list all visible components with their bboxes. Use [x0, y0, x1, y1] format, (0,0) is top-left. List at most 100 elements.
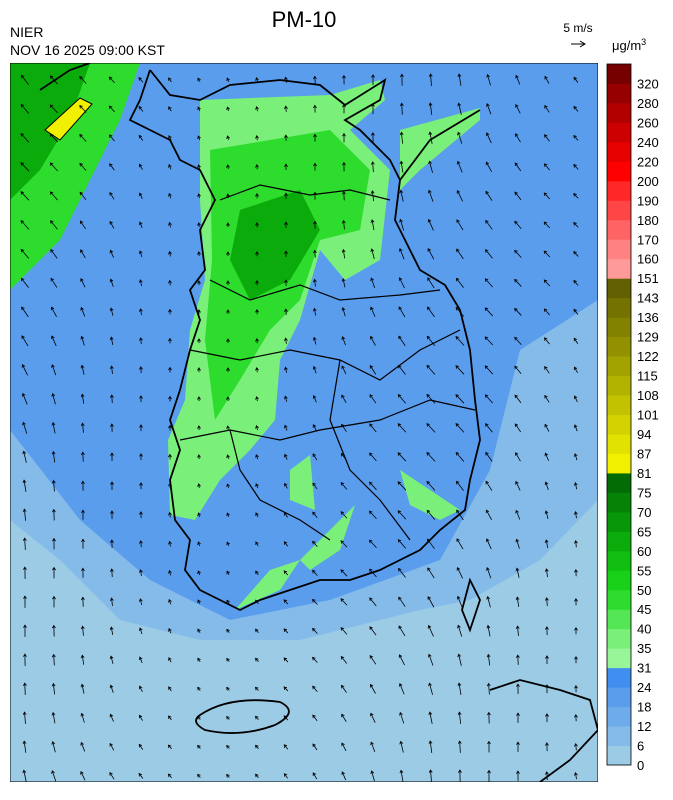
wind-arrow [51, 653, 56, 666]
wind-arrow [80, 625, 85, 636]
wind-arrow [197, 367, 201, 373]
wind-arrow [313, 104, 317, 113]
wind-arrow [226, 657, 230, 662]
wind-arrow [426, 394, 436, 404]
wind-arrow [456, 190, 463, 202]
wind-arrow [397, 452, 407, 462]
wind-arrow [457, 102, 462, 115]
wind-arrow [456, 248, 464, 260]
wind-arrow [515, 452, 521, 462]
wind-arrow [544, 366, 550, 374]
wind-arrow [52, 595, 56, 608]
wind-arrow [21, 335, 29, 347]
wind-arrow [426, 335, 436, 346]
colorbar-label: 170 [637, 232, 659, 247]
wind-arrow [80, 596, 85, 607]
wind-arrow [574, 742, 578, 751]
colorbar-label: 260 [637, 115, 659, 130]
wind-arrow [312, 627, 318, 634]
colorbar-label: 101 [637, 408, 659, 423]
wind-arrow [139, 395, 143, 403]
wind-arrow [197, 396, 201, 402]
coastline [39, 63, 598, 782]
wind-arrow [226, 106, 230, 112]
colorbar-swatch [607, 570, 631, 591]
colorbar-swatch [607, 317, 631, 338]
wind-arrow [515, 567, 520, 578]
wind-arrow [341, 277, 346, 288]
wind-arrow [139, 569, 143, 577]
wind-arrow [427, 277, 435, 289]
wind-arrow [80, 393, 85, 404]
wind-arrow [455, 480, 464, 491]
wind-arrow [371, 74, 375, 86]
wind-arrow [573, 193, 579, 199]
wind-arrow [20, 133, 30, 143]
wind-arrow [574, 713, 578, 722]
wind-arrow [398, 306, 406, 318]
wind-arrow [108, 105, 115, 113]
wind-arrow [23, 653, 27, 666]
wind-arrow [545, 655, 549, 665]
colorbar-swatch [607, 687, 631, 708]
wind-arrow [226, 396, 230, 402]
map [10, 63, 598, 782]
unit: μg/m [612, 38, 641, 53]
wind-arrow [139, 511, 143, 519]
wind-arrow [80, 771, 86, 781]
wind-arrow [138, 656, 143, 664]
wind-arrow [20, 191, 30, 201]
wind-arrow [312, 394, 317, 403]
wind-arrow [515, 625, 520, 636]
wind-arrow [341, 219, 346, 230]
wind-arrow [226, 454, 230, 460]
wind-arrow [456, 160, 463, 173]
wind-arrow [20, 248, 30, 259]
wind-arrow [341, 248, 346, 259]
wind-arrow [370, 161, 375, 173]
wind-arrow [485, 249, 493, 259]
wind-arrow [313, 75, 317, 84]
colorbar-swatch [607, 453, 631, 474]
wind-arrow [456, 219, 464, 231]
wind-arrow [80, 306, 86, 317]
wind-arrow [573, 76, 579, 83]
wind-arrow [427, 624, 434, 637]
wind-arrow [51, 421, 56, 434]
colorbar-swatch [607, 414, 631, 435]
wind-arrow [486, 595, 491, 608]
wind-arrow [226, 135, 230, 141]
wind-arrow [52, 537, 56, 550]
wind-arrow [487, 769, 491, 782]
wind-arrow [80, 249, 86, 259]
wind-arrow [80, 741, 86, 752]
wind-arrow [254, 744, 259, 749]
wind-arrow [312, 453, 318, 461]
wind-arrow [543, 192, 551, 200]
wind-arrow [312, 307, 317, 316]
wind-arrow [51, 740, 56, 753]
colorbar-swatch [607, 609, 631, 630]
wind-arrow [283, 570, 289, 576]
wind-arrow [109, 191, 115, 200]
wind-arrow [341, 771, 347, 781]
colorbar-label: 45 [637, 602, 651, 617]
colorbar-label: 81 [637, 466, 651, 481]
colorbar-label: 31 [637, 661, 651, 676]
wind-arrow [80, 335, 85, 346]
wind-arrow [456, 509, 464, 521]
wind-arrow [544, 104, 550, 113]
wind-arrow [51, 364, 57, 376]
wind-arrow [428, 73, 433, 86]
wind-arrow [283, 686, 289, 692]
wind-arrow [109, 220, 115, 229]
wind-arrow [22, 421, 28, 434]
colorbar-swatch [607, 395, 631, 415]
wind-arrow [20, 103, 30, 114]
wind-arrow [255, 599, 259, 605]
wind-arrow [50, 277, 58, 288]
wind-arrow [458, 769, 462, 782]
wind-arrow [80, 451, 85, 462]
wind-arrow [168, 106, 172, 112]
wind-arrow [515, 103, 521, 114]
